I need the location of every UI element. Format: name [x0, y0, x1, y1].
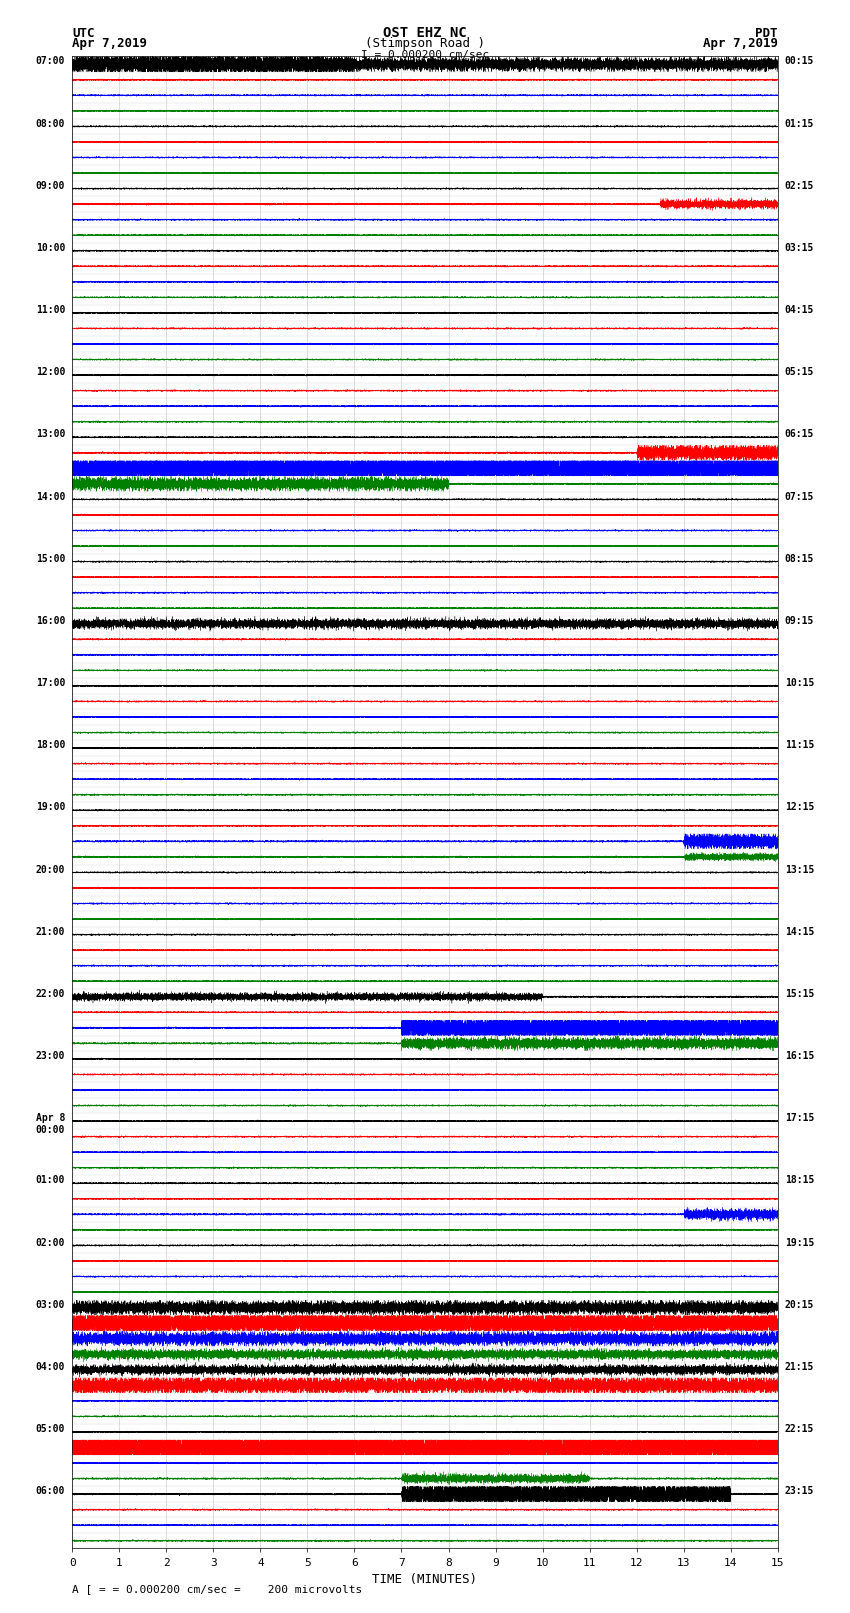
Text: 08:00: 08:00 [36, 119, 65, 129]
Text: 09:00: 09:00 [36, 181, 65, 190]
Text: 08:15: 08:15 [785, 553, 814, 565]
Text: 17:00: 17:00 [36, 677, 65, 689]
Text: 12:00: 12:00 [36, 368, 65, 377]
Text: Apr 8
00:00: Apr 8 00:00 [36, 1113, 65, 1136]
Text: 23:00: 23:00 [36, 1052, 65, 1061]
Text: 06:15: 06:15 [785, 429, 814, 439]
Text: 07:15: 07:15 [785, 492, 814, 502]
Text: PDT: PDT [756, 27, 778, 40]
Text: 18:15: 18:15 [785, 1176, 814, 1186]
Text: 14:00: 14:00 [36, 492, 65, 502]
Text: 03:15: 03:15 [785, 244, 814, 253]
Text: 05:00: 05:00 [36, 1424, 65, 1434]
Text: 16:00: 16:00 [36, 616, 65, 626]
Text: 12:15: 12:15 [785, 803, 814, 813]
Text: Apr 7,2019: Apr 7,2019 [72, 37, 147, 50]
Text: (Stimpson Road ): (Stimpson Road ) [365, 37, 485, 50]
Text: 18:00: 18:00 [36, 740, 65, 750]
Text: UTC: UTC [72, 27, 94, 40]
Text: 11:15: 11:15 [785, 740, 814, 750]
Text: 17:15: 17:15 [785, 1113, 814, 1123]
Text: 19:00: 19:00 [36, 803, 65, 813]
Text: 14:15: 14:15 [785, 927, 814, 937]
Text: 15:15: 15:15 [785, 989, 814, 998]
Text: 01:00: 01:00 [36, 1176, 65, 1186]
Text: 04:15: 04:15 [785, 305, 814, 315]
Text: 16:15: 16:15 [785, 1052, 814, 1061]
Text: OST EHZ NC: OST EHZ NC [383, 26, 467, 40]
Text: 20:15: 20:15 [785, 1300, 814, 1310]
Text: 07:00: 07:00 [36, 56, 65, 66]
Text: 11:00: 11:00 [36, 305, 65, 315]
Text: 10:15: 10:15 [785, 677, 814, 689]
Text: 13:15: 13:15 [785, 865, 814, 874]
Text: 03:00: 03:00 [36, 1300, 65, 1310]
X-axis label: TIME (MINUTES): TIME (MINUTES) [372, 1573, 478, 1586]
Text: 22:15: 22:15 [785, 1424, 814, 1434]
Text: 02:15: 02:15 [785, 181, 814, 190]
Text: 22:00: 22:00 [36, 989, 65, 998]
Text: 21:15: 21:15 [785, 1361, 814, 1373]
Text: 02:00: 02:00 [36, 1237, 65, 1247]
Text: 20:00: 20:00 [36, 865, 65, 874]
Text: 23:15: 23:15 [785, 1486, 814, 1497]
Text: 00:15: 00:15 [785, 56, 814, 66]
Text: 05:15: 05:15 [785, 368, 814, 377]
Text: 04:00: 04:00 [36, 1361, 65, 1373]
Text: Apr 7,2019: Apr 7,2019 [703, 37, 778, 50]
Text: 15:00: 15:00 [36, 553, 65, 565]
Text: 13:00: 13:00 [36, 429, 65, 439]
Text: I = 0.000200 cm/sec: I = 0.000200 cm/sec [361, 50, 489, 60]
Text: 21:00: 21:00 [36, 927, 65, 937]
Text: 19:15: 19:15 [785, 1237, 814, 1247]
Text: 01:15: 01:15 [785, 119, 814, 129]
Text: 09:15: 09:15 [785, 616, 814, 626]
Text: 06:00: 06:00 [36, 1486, 65, 1497]
Text: A [ = = 0.000200 cm/sec =    200 microvolts: A [ = = 0.000200 cm/sec = 200 microvolts [72, 1584, 362, 1594]
Text: 10:00: 10:00 [36, 244, 65, 253]
